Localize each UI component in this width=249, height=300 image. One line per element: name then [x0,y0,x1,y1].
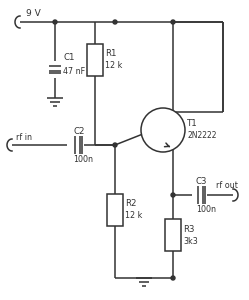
Bar [87,44,103,76]
Text: 2N2222: 2N2222 [187,130,216,140]
Text: rf in: rf in [16,133,32,142]
Circle shape [141,108,185,152]
Text: R1: R1 [105,50,117,58]
Circle shape [113,143,117,147]
Text: 12 k: 12 k [105,61,122,70]
Text: 9 V: 9 V [26,10,41,19]
Bar [165,219,181,251]
Circle shape [171,193,175,197]
Text: C3: C3 [196,178,207,187]
Circle shape [53,20,57,24]
Text: C2: C2 [73,128,84,136]
Text: T1: T1 [187,119,198,128]
Text: R2: R2 [125,200,136,208]
Text: 100n: 100n [73,155,93,164]
Text: 12 k: 12 k [125,212,142,220]
Circle shape [171,20,175,24]
Text: 3k3: 3k3 [183,236,198,245]
Circle shape [113,20,117,24]
Text: C1: C1 [63,53,74,62]
Bar [107,194,123,226]
Text: 47 nF: 47 nF [63,68,85,76]
Text: 100n: 100n [196,206,216,214]
Text: R3: R3 [183,224,194,233]
Circle shape [171,276,175,280]
Text: rf out: rf out [216,181,238,190]
